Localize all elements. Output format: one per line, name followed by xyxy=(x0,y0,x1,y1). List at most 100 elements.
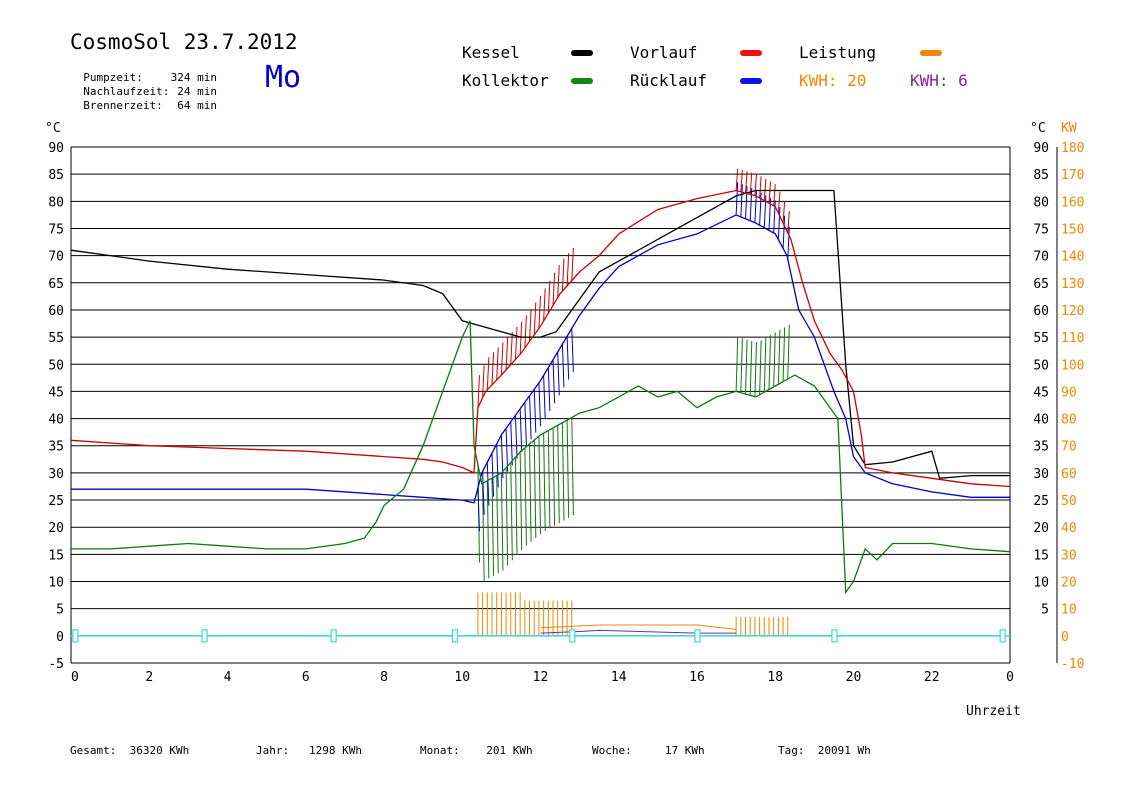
y-tick-label-power: 70 xyxy=(1061,440,1077,455)
legend-kessel-label: Kessel xyxy=(462,43,520,62)
ruecklauf-spike xyxy=(533,389,537,433)
vorlauf-spike xyxy=(768,181,772,204)
stat-value: 64 min xyxy=(177,99,217,112)
kollektor-spike xyxy=(735,337,739,392)
ruecklauf-spike xyxy=(491,453,495,497)
ruecklauf-spike xyxy=(777,207,781,240)
vorlauf-spike xyxy=(482,365,485,398)
kollektor-spike xyxy=(496,475,499,574)
y-tick-label: 55 xyxy=(48,331,64,346)
ruecklauf-spike xyxy=(477,487,480,532)
vorlauf-spike xyxy=(740,169,743,192)
stat-label: Brennerzeit: xyxy=(83,99,163,112)
y-tick-label-power: 90 xyxy=(1061,385,1077,400)
y-tick-label: 25 xyxy=(48,494,64,509)
y-tick-label: 10 xyxy=(48,576,64,591)
y-tick-label: 30 xyxy=(48,467,64,482)
ruecklauf-spike xyxy=(547,367,551,411)
x-tick-label: 22 xyxy=(924,670,940,685)
y-tick-label: 45 xyxy=(48,385,64,400)
y-tick-label-right: 15 xyxy=(1033,548,1049,563)
pump-marker xyxy=(201,629,208,643)
ruecklauf-spike xyxy=(514,415,518,459)
ruecklauf-spike xyxy=(740,184,743,217)
legend-leistung-swatch xyxy=(920,50,942,56)
y-tick-label: -5 xyxy=(48,657,64,672)
kollektor-spike xyxy=(510,462,513,561)
y-tick-label-power: 120 xyxy=(1061,304,1084,319)
y-tick-label: 60 xyxy=(48,304,64,319)
x-tick-label: 12 xyxy=(533,670,549,685)
vorlauf-spike xyxy=(557,264,560,298)
y-tick-label-right: 65 xyxy=(1033,277,1049,292)
y-right-unit-temp: °C xyxy=(1030,121,1046,136)
y-tick-label-right: 70 xyxy=(1033,250,1049,265)
footer-monat: Monat: 201 KWh xyxy=(420,744,533,757)
vorlauf-spike xyxy=(749,172,753,195)
kollektor-spike xyxy=(749,341,753,396)
y-tick-label-right: 50 xyxy=(1033,358,1049,373)
legend-ruecklauf-swatch xyxy=(740,78,762,84)
pump-marker xyxy=(451,629,459,643)
vorlauf-spike xyxy=(533,302,537,335)
footer-label: Tag: xyxy=(778,744,805,757)
kollektor-spike xyxy=(529,443,532,542)
footer-label: Woche: xyxy=(592,744,632,757)
y-tick-label-right: 10 xyxy=(1033,576,1049,591)
x-axis-label: Uhrzeit xyxy=(966,704,1021,719)
footer-label: Gesamt: xyxy=(70,744,117,757)
y-tick-label-right: 85 xyxy=(1033,168,1049,183)
footer-gesamt: Gesamt: 36320 KWh xyxy=(70,744,189,757)
stat-label: Pumpzeit: xyxy=(83,71,143,84)
kollektor-spike xyxy=(514,457,518,556)
pump-marker xyxy=(569,629,576,643)
y-tick-label-right: 20 xyxy=(1033,521,1049,536)
ruecklauf-spike xyxy=(557,351,560,396)
series-vorlauf xyxy=(70,189,1011,488)
stat-value: 324 min xyxy=(170,71,217,84)
y-right-unit-power: KW xyxy=(1061,121,1077,136)
kollektor-spike xyxy=(787,324,790,380)
ruecklauf-spike xyxy=(524,402,527,446)
vorlauf-spike xyxy=(500,342,504,376)
footer-value: 20091 Wh xyxy=(817,744,871,757)
legend-kollektor-label: Kollektor xyxy=(462,71,549,90)
kollektor-spike xyxy=(566,420,570,518)
vorlauf-spike xyxy=(547,280,551,314)
y-tick-label: 40 xyxy=(48,413,64,428)
ruecklauf-spike xyxy=(519,408,523,453)
ruecklauf-spike xyxy=(749,188,753,221)
kollektor-spike xyxy=(768,335,772,390)
kollektor-spike xyxy=(547,430,551,529)
stat-brennerzeit: Brennerzeit: 64 min xyxy=(70,86,217,112)
ruecklauf-spike xyxy=(538,382,541,427)
vorlauf-spike xyxy=(496,347,499,381)
series-ruecklauf xyxy=(71,214,1010,504)
ruecklauf-spike xyxy=(561,344,565,388)
vorlauf-spike xyxy=(735,168,739,191)
x-tick-label: 10 xyxy=(454,670,470,685)
legend-leistung-label: Leistung xyxy=(799,43,877,62)
vorlauf-spike xyxy=(486,357,490,390)
ruecklauf-spike xyxy=(735,182,739,215)
chart-title: CosmoSol 23.7.2012 xyxy=(70,30,298,54)
vorlauf-spike xyxy=(519,321,523,355)
y-tick-label-power: 160 xyxy=(1061,195,1084,210)
x-tick-label: 0 xyxy=(1006,670,1014,685)
ruecklauf-spike xyxy=(552,359,556,404)
x-tick-label: 14 xyxy=(611,670,627,685)
kollektor-spike xyxy=(519,452,523,550)
pump-marker xyxy=(999,629,1006,643)
y-tick-label-power: -10 xyxy=(1061,657,1084,672)
x-tick-label: 20 xyxy=(846,670,862,685)
kollektor-spike xyxy=(524,447,527,546)
kollektor-spike xyxy=(777,329,781,385)
vorlauf-spike xyxy=(552,272,556,306)
vorlauf-spike xyxy=(524,315,527,348)
y-tick-label: 50 xyxy=(48,358,64,373)
day-of-week: Mo xyxy=(265,60,302,95)
legend-ruecklauf-label: Rücklauf xyxy=(630,71,708,90)
x-axis: 0 2 4 6 8 10 12 14 16 18 20 22 0 xyxy=(71,670,1014,685)
kollektor-spike xyxy=(482,483,485,582)
